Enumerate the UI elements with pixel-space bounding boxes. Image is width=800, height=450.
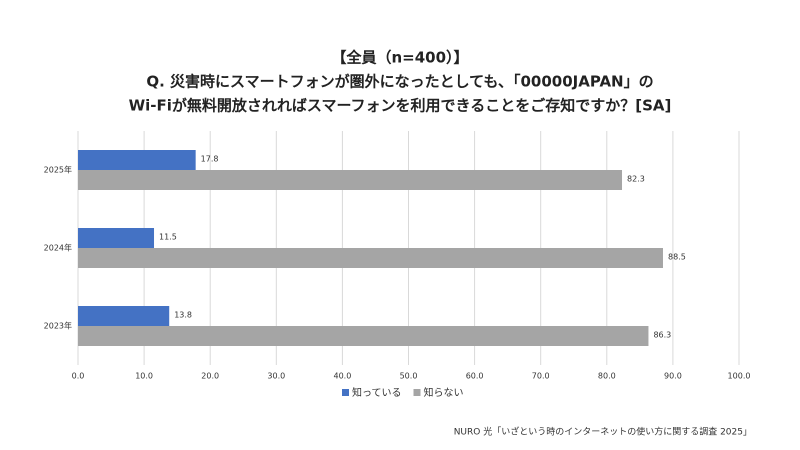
bar bbox=[78, 306, 170, 326]
bar bbox=[78, 150, 196, 170]
x-tick-label: 20.0 bbox=[201, 372, 219, 381]
x-tick-label: 50.0 bbox=[400, 372, 418, 381]
x-tick-label: 40.0 bbox=[333, 372, 351, 381]
bar bbox=[78, 326, 649, 346]
data-label: 86.3 bbox=[653, 331, 671, 340]
data-label: 13.8 bbox=[174, 311, 192, 320]
x-tick-label: 80.0 bbox=[598, 372, 616, 381]
chart-title: Wi-Fiが無料開放されればスマーフォンを利用できることをご存知ですか？[SA] bbox=[129, 97, 672, 115]
legend-label: 知っている bbox=[352, 386, 402, 399]
x-tick-label: 30.0 bbox=[267, 372, 285, 381]
y-tick-label: 2025年 bbox=[44, 165, 72, 175]
bar bbox=[78, 228, 155, 248]
bar bbox=[78, 170, 623, 190]
legend-swatch bbox=[342, 389, 349, 396]
bar bbox=[78, 248, 663, 268]
data-label: 17.8 bbox=[201, 155, 219, 164]
data-label: 88.5 bbox=[668, 253, 686, 262]
x-tick-label: 10.0 bbox=[135, 372, 153, 381]
x-tick-label: 0.0 bbox=[72, 372, 85, 381]
data-label: 11.5 bbox=[159, 233, 177, 242]
x-tick-label: 70.0 bbox=[532, 372, 550, 381]
x-tick-label: 90.0 bbox=[664, 372, 682, 381]
legend-label: 知らない bbox=[424, 386, 464, 399]
chart-title: Q. 災害時にスマートフォンが圏外になったとしても、「00000JAPAN」の bbox=[146, 73, 653, 91]
x-tick-label: 100.0 bbox=[728, 372, 751, 381]
y-tick-label: 2024年 bbox=[44, 243, 72, 253]
data-label: 82.3 bbox=[627, 175, 645, 184]
legend-swatch bbox=[413, 389, 421, 396]
y-tick-label: 2023年 bbox=[44, 321, 72, 331]
source: NURO 光「いざという時のインターネットの使い方に関する調査 2025」 bbox=[454, 426, 752, 438]
x-tick-label: 60.0 bbox=[466, 372, 484, 381]
chart-title: 【全員（n=400）】 bbox=[331, 49, 468, 67]
